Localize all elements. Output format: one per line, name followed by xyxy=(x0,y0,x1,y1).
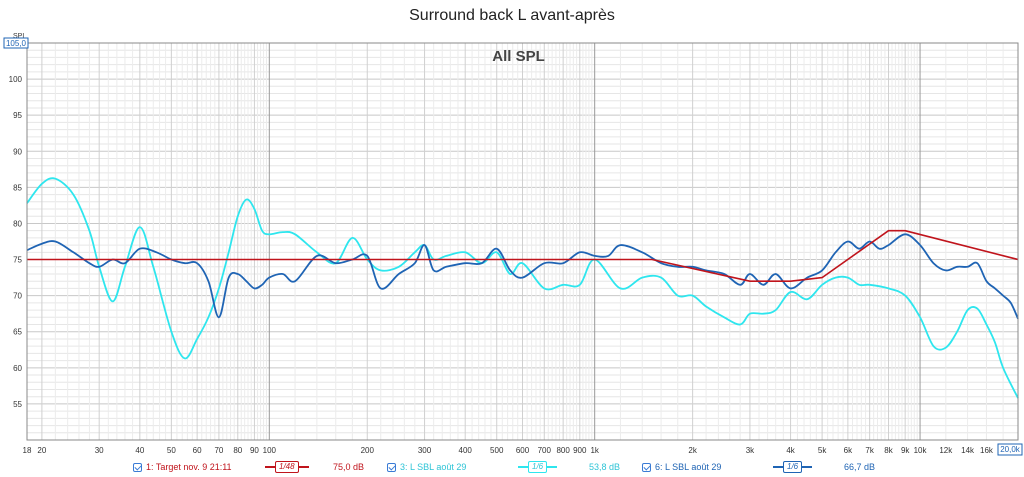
legend-label: 1: Target nov. 9 21:11 xyxy=(146,462,232,472)
legend-label: 3: L SBL août 29 xyxy=(400,462,467,472)
x-tick-label: 70 xyxy=(214,446,223,455)
x-tick-label: 7k xyxy=(865,446,874,455)
y-tick-label: 60 xyxy=(13,364,22,373)
smoothing-label: 1/6 xyxy=(783,461,803,473)
smoothing-control-target[interactable]: 1/48 xyxy=(265,461,309,473)
x-tick-label: 4k xyxy=(786,446,795,455)
x-tick-label: 8k xyxy=(884,446,893,455)
y-axis-label: SPL xyxy=(13,33,26,40)
x-tick-label: 20 xyxy=(37,446,46,455)
x-tick-label: 200 xyxy=(361,446,375,455)
y-tick-label: 75 xyxy=(13,256,22,265)
y-axis-ticks: 55 60 65 70 75 80 85 90 95 100 xyxy=(9,75,23,409)
y-max-box[interactable]: 105,0 xyxy=(3,37,29,49)
y-tick-label: 95 xyxy=(13,111,22,120)
x-tick-label: 600 xyxy=(516,446,530,455)
chart-title: Surround back L avant-après xyxy=(409,7,615,24)
x-tick-label: 14k xyxy=(961,446,975,455)
x-max-label: 20,0k xyxy=(1000,445,1021,454)
y-tick-label: 55 xyxy=(13,400,22,409)
checkbox-icon[interactable] xyxy=(133,462,142,472)
x-tick-label: 18 xyxy=(23,446,32,455)
x-tick-label: 6k xyxy=(844,446,853,455)
plot-frame xyxy=(26,42,1019,441)
x-tick-label: 80 xyxy=(233,446,242,455)
x-tick-label: 900 xyxy=(573,446,587,455)
x-tick-label: 16k xyxy=(980,446,994,455)
legend-value: 66,7 dB xyxy=(844,462,876,472)
smoothing-label: 1/48 xyxy=(275,461,299,473)
y-tick-label: 80 xyxy=(13,219,22,228)
legend-value: 75,0 dB xyxy=(333,462,365,472)
legend-item-target[interactable]: 1: Target nov. 9 21:11 xyxy=(133,459,232,475)
x-tick-label: 30 xyxy=(95,446,104,455)
x-tick-label: 40 xyxy=(135,446,144,455)
smoothing-label: 1/6 xyxy=(528,461,548,473)
legend-item-sbl-2[interactable]: 6: L SBL août 29 xyxy=(642,459,721,475)
smoothing-control-sbl-1[interactable]: 1/6 xyxy=(518,461,558,473)
x-tick-label: 700 xyxy=(538,446,552,455)
x-tick-label: 9k xyxy=(901,446,910,455)
y-tick-label: 65 xyxy=(13,328,22,337)
series-line-2 xyxy=(26,177,1019,399)
x-tick-label: 5k xyxy=(818,446,827,455)
x-tick-label: 800 xyxy=(556,446,570,455)
legend-label: 6: L SBL août 29 xyxy=(655,462,722,472)
series-group xyxy=(26,177,1019,399)
x-axis-ticks: 18 20 30 40 50 60 70 80 90 100 200 300 400 500 600 700 8… xyxy=(23,446,994,455)
smoothing-control-sbl-2[interactable]: 1/6 xyxy=(773,461,813,473)
x-tick-label: 90 xyxy=(250,446,259,455)
y-tick-label: 85 xyxy=(13,183,22,192)
spl-chart[interactable]: 18 20 30 40 50 60 70 80 90 100 200 300 400 500 600 700 8… xyxy=(0,0,1024,457)
y-tick-label: 100 xyxy=(9,75,23,84)
checkbox-icon[interactable] xyxy=(387,462,396,472)
series-line-3 xyxy=(26,233,1019,320)
y-tick-label: 90 xyxy=(13,147,22,156)
x-tick-label: 100 xyxy=(263,446,277,455)
checkbox-icon[interactable] xyxy=(642,462,651,472)
x-tick-label: 300 xyxy=(418,446,432,455)
y-max-label: 105,0 xyxy=(6,39,27,48)
x-tick-label: 2k xyxy=(688,446,697,455)
x-tick-label: 60 xyxy=(193,446,202,455)
x-tick-label: 10k xyxy=(914,446,928,455)
x-tick-label: 50 xyxy=(167,446,176,455)
x-tick-label: 1k xyxy=(590,446,599,455)
x-tick-label: 3k xyxy=(746,446,755,455)
series-line-1 xyxy=(27,229,1019,282)
x-tick-label: 500 xyxy=(490,446,504,455)
x-tick-label: 400 xyxy=(459,446,473,455)
grid xyxy=(26,42,1019,441)
x-tick-label: 12k xyxy=(939,446,953,455)
chart-subtitle: All SPL xyxy=(492,48,545,65)
legend-item-sbl-1[interactable]: 3: L SBL août 29 xyxy=(387,459,466,475)
y-tick-label: 70 xyxy=(13,292,22,301)
x-max-box[interactable]: 20,0k xyxy=(997,443,1023,456)
legend: 1: Target nov. 9 21:11 1/48 75,0 dB 3: L… xyxy=(0,459,1024,475)
legend-value: 53,8 dB xyxy=(589,462,621,472)
